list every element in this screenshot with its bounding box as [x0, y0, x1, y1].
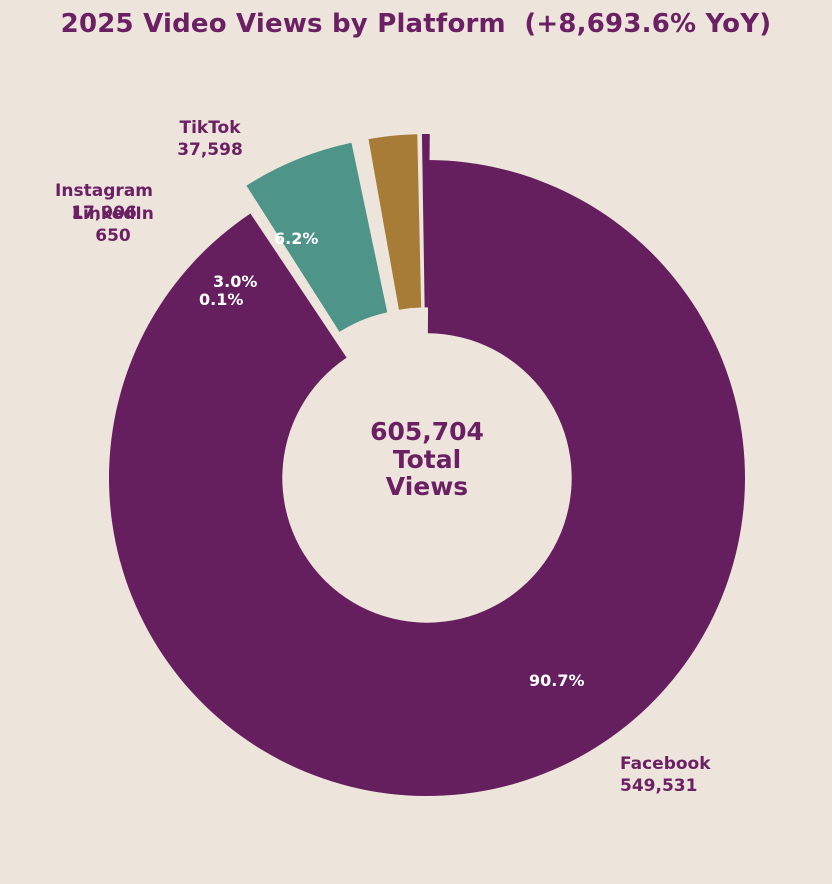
percent-label-linkedin: 0.1%	[199, 290, 244, 309]
slice-label-tiktok: TikTok 37,598	[177, 118, 243, 160]
percent-label-tiktok: 6.2%	[274, 229, 319, 248]
slice-tiktok[interactable]	[246, 142, 388, 332]
center-total-block: 605,704 Total Views	[287, 418, 567, 501]
slice-label-linkedin: LinkedIn 650	[72, 204, 154, 246]
percent-label-instagram: 3.0%	[213, 272, 258, 291]
center-total-value: 605,704	[370, 417, 484, 446]
chart-title: 2025 Video Views by Platform (+8,693.6% …	[60, 9, 772, 39]
slice-facebook[interactable]	[108, 160, 745, 797]
slice-label-instagram: Instagram 17,906	[55, 181, 153, 223]
slice-label-facebook: Facebook 549,531	[620, 754, 711, 796]
center-total-word-total: Total	[392, 444, 462, 474]
slice-linkedin[interactable]	[421, 134, 430, 308]
slice-instagram[interactable]	[368, 134, 422, 310]
center-total-word-views: Views	[385, 472, 469, 501]
percent-label-facebook: 90.7%	[529, 671, 585, 690]
